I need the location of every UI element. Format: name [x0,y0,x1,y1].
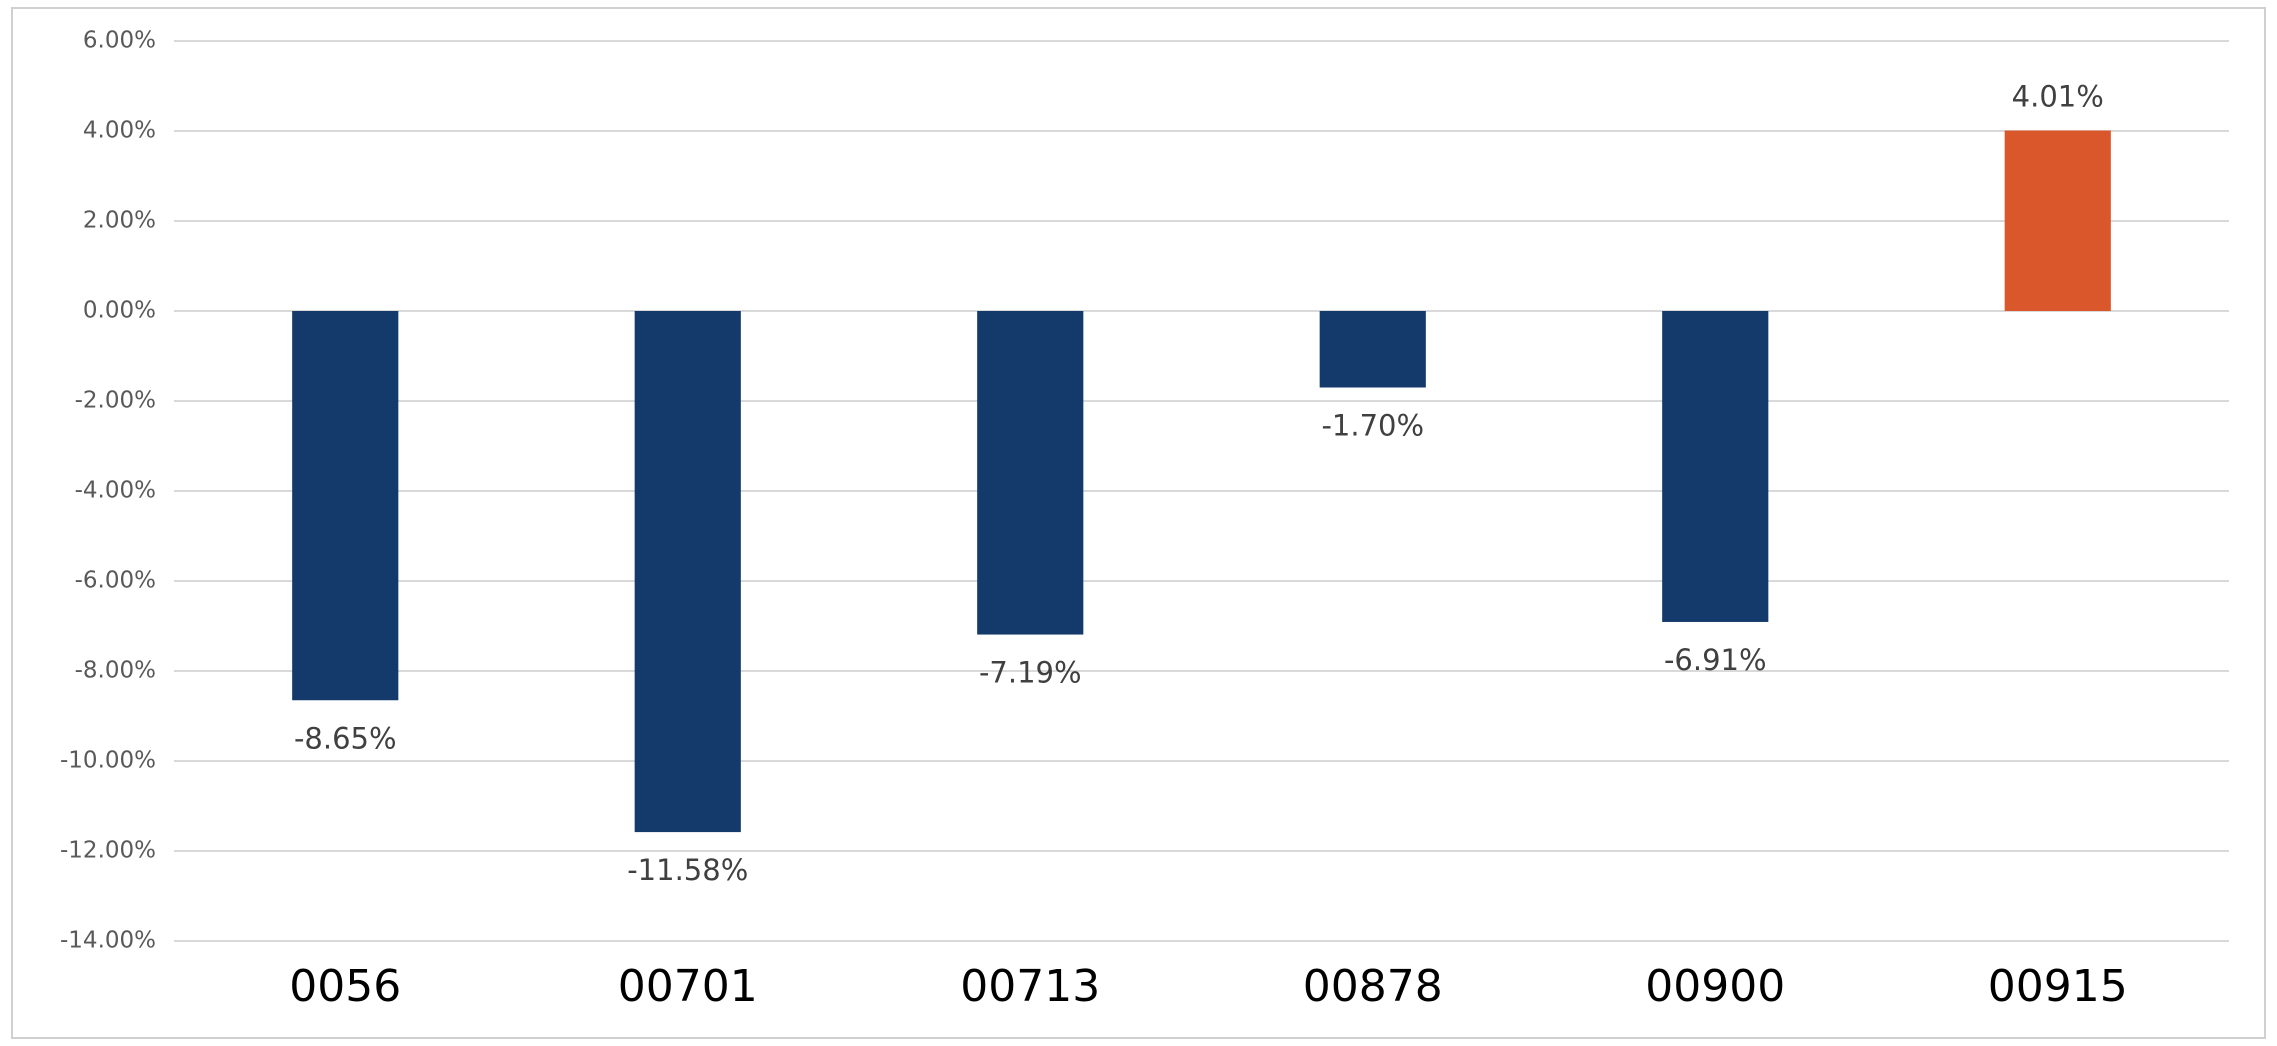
y-tick-label: 0.00% [83,298,156,324]
y-tick-label: -10.00% [60,748,156,774]
value-label: -1.70% [1321,409,1424,443]
x-tick-label: 00701 [618,961,758,1012]
y-tick-label: -4.00% [75,478,156,504]
bar [977,311,1084,635]
bar [634,311,741,833]
bar [2004,130,2111,311]
y-tick-label: 4.00% [83,118,156,144]
value-label: -7.19% [979,656,1082,690]
value-label: -8.65% [294,721,397,755]
x-tick-label: 0056 [289,961,401,1012]
y-tick-label: -14.00% [60,928,156,954]
y-tick-label: -6.00% [75,568,156,594]
bar [292,311,399,701]
x-tick-label: 00915 [1988,961,2128,1012]
bar [1319,311,1426,388]
y-tick-label: 6.00% [83,28,156,54]
x-tick-label: 00878 [1303,961,1443,1012]
y-tick-label: -8.00% [75,658,156,684]
y-tick-label: -2.00% [75,388,156,414]
value-label: -6.91% [1664,643,1767,677]
x-tick-label: 00900 [1645,961,1785,1012]
value-label: -11.58% [627,853,748,887]
y-tick-label: 2.00% [83,208,156,234]
y-tick-label: -12.00% [60,838,156,864]
value-label: 4.01% [2012,80,2104,114]
bar [1662,311,1769,622]
x-tick-label: 00713 [960,961,1100,1012]
